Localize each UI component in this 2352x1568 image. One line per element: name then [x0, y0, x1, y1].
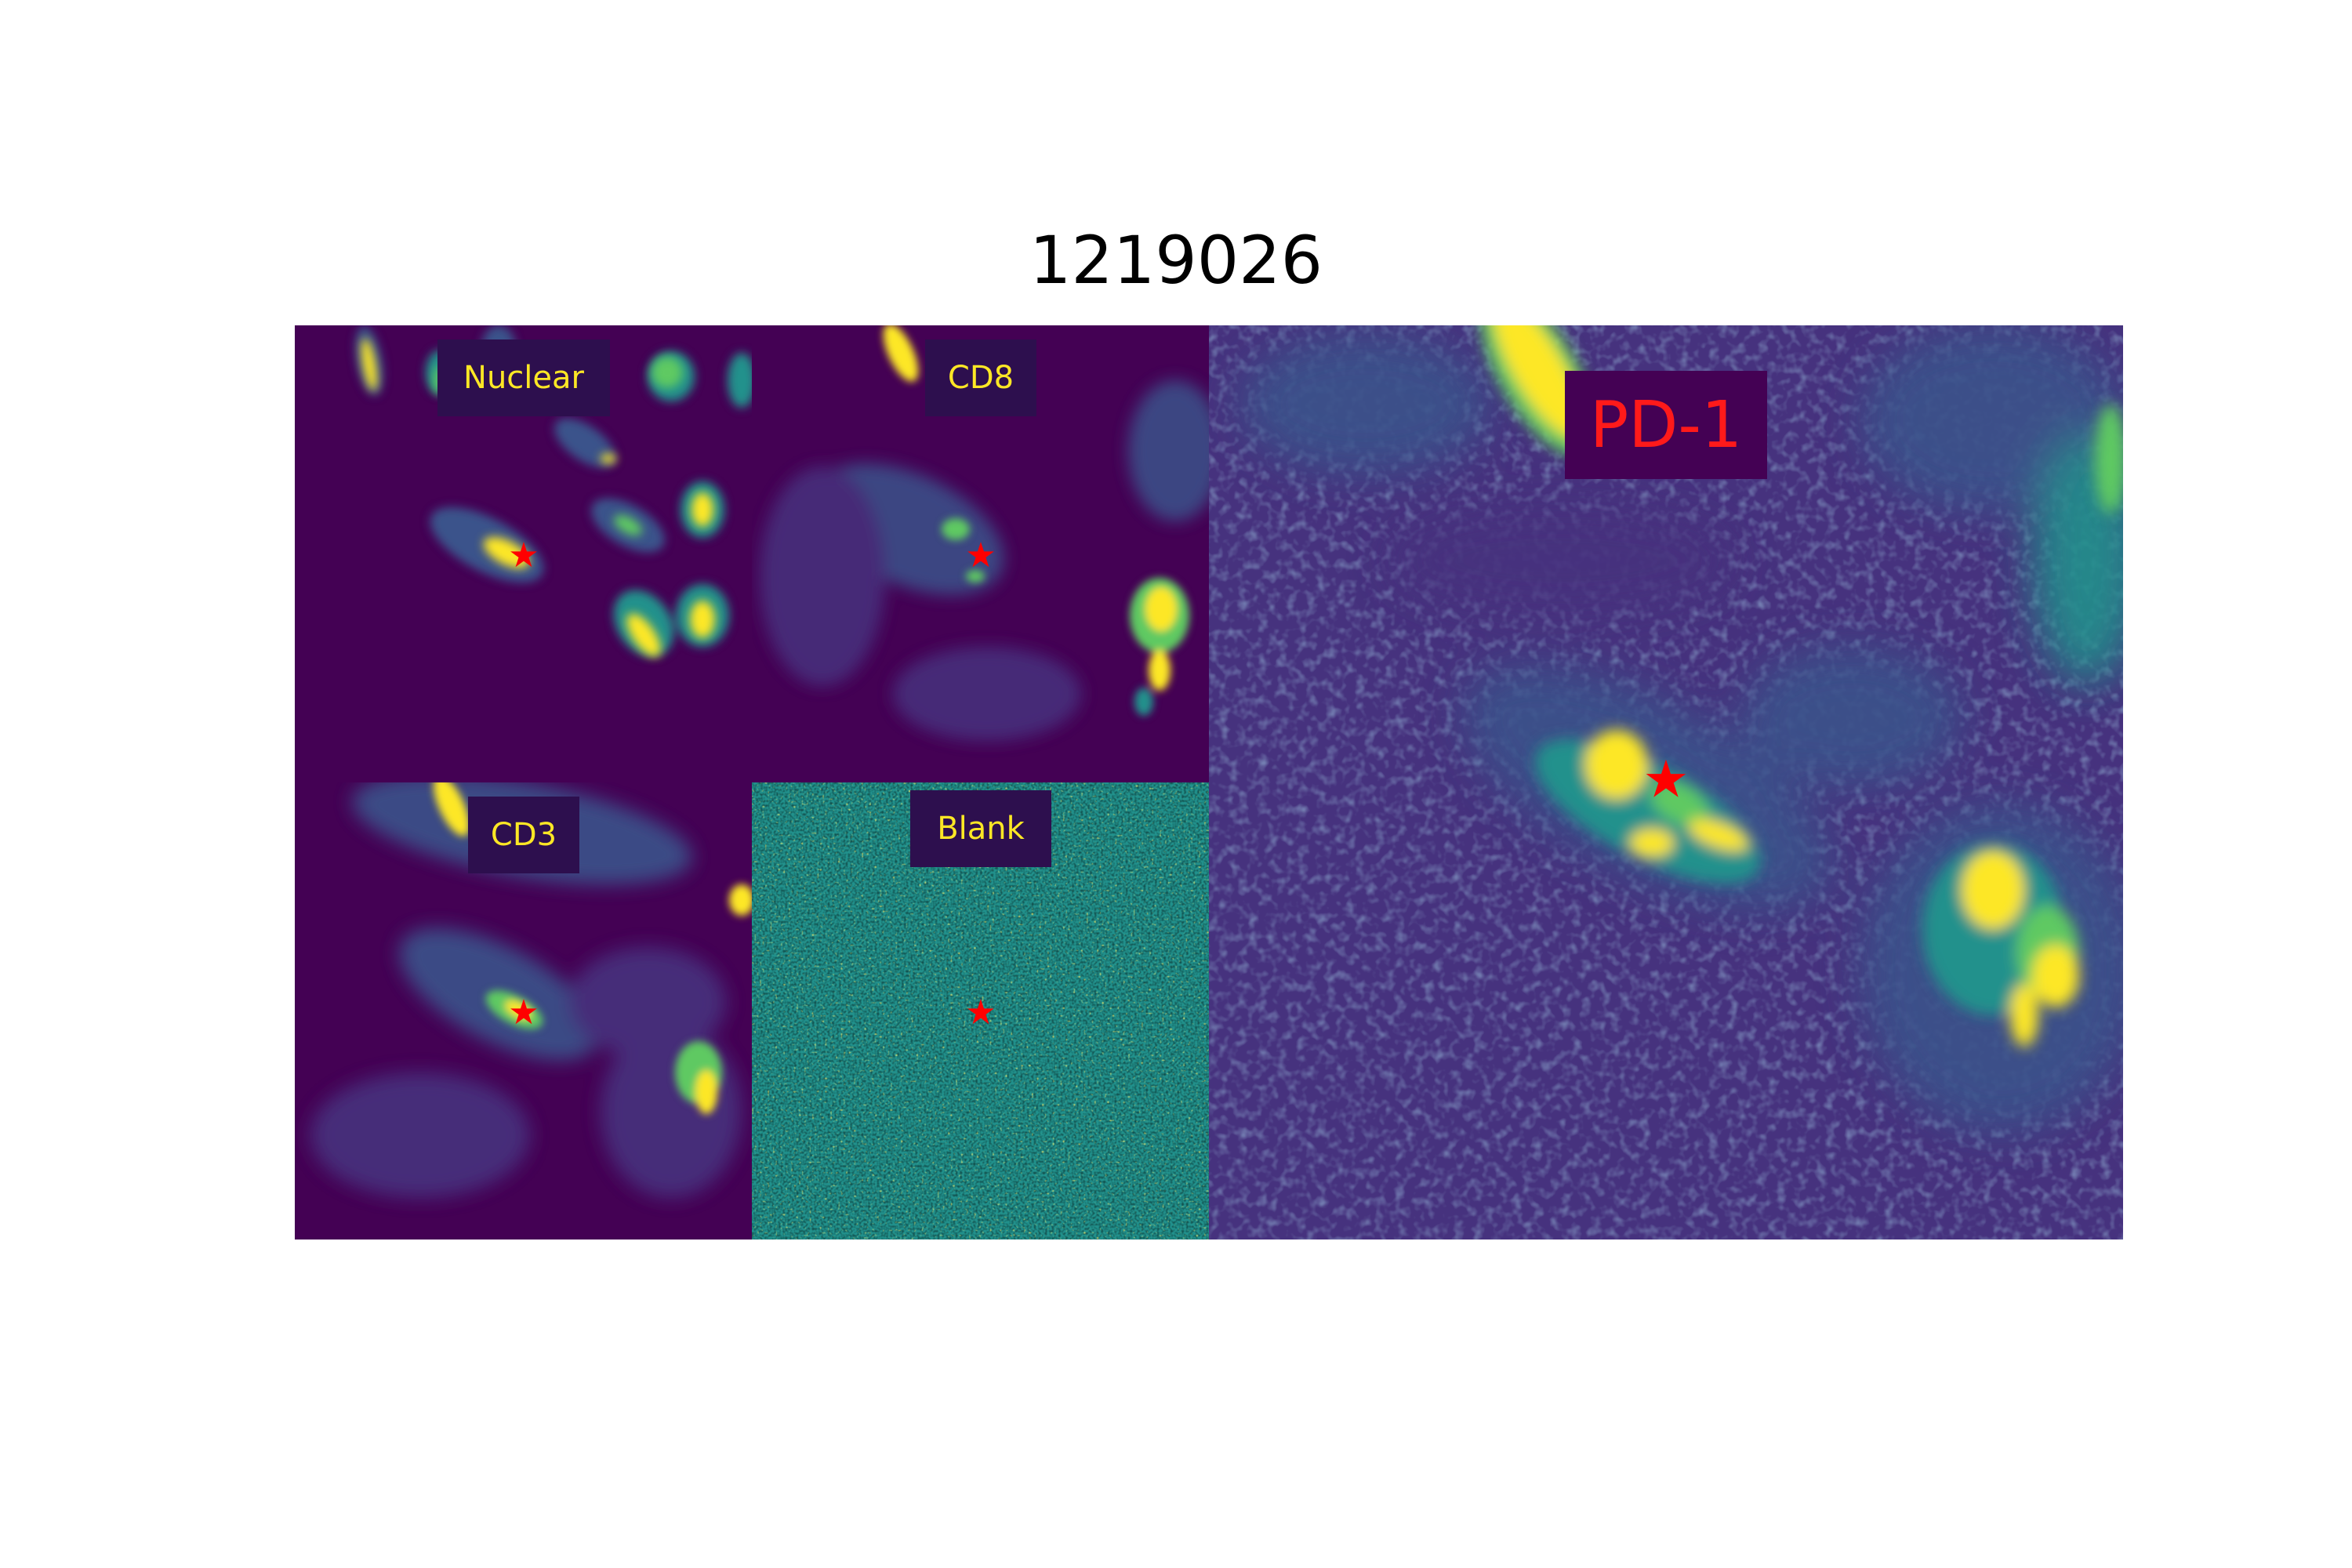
panel-label-cd8: CD8 — [925, 339, 1036, 416]
star-icon: ★ — [1642, 749, 1690, 810]
cd3-image-panel: CD3 ★ — [295, 782, 752, 1240]
pd1-image-panel: PD-1 ★ — [1209, 325, 2123, 1240]
panel-label-blank: Blank — [910, 790, 1051, 867]
panel-label-text: Nuclear — [463, 360, 584, 396]
star-icon: ★ — [965, 992, 996, 1033]
panel-label-text: CD3 — [490, 817, 557, 853]
panel-label-text: CD8 — [947, 360, 1014, 396]
blank-image-panel: Blank ★ — [752, 782, 1209, 1240]
panel-label-pd1: PD-1 — [1565, 371, 1767, 479]
panel-label-text: PD-1 — [1589, 387, 1743, 463]
star-icon: ★ — [965, 535, 996, 575]
cd8-image-panel: CD8 ★ — [752, 325, 1209, 782]
figure-title: 1219026 — [1029, 222, 1323, 299]
panel-label-text: Blank — [937, 811, 1025, 847]
nuclear-image-panel: Nuclear ★ — [295, 325, 752, 782]
star-icon: ★ — [508, 535, 539, 575]
panel-label-nuclear: Nuclear — [437, 339, 610, 416]
panel-label-cd3: CD3 — [468, 797, 579, 873]
star-icon: ★ — [508, 992, 539, 1033]
